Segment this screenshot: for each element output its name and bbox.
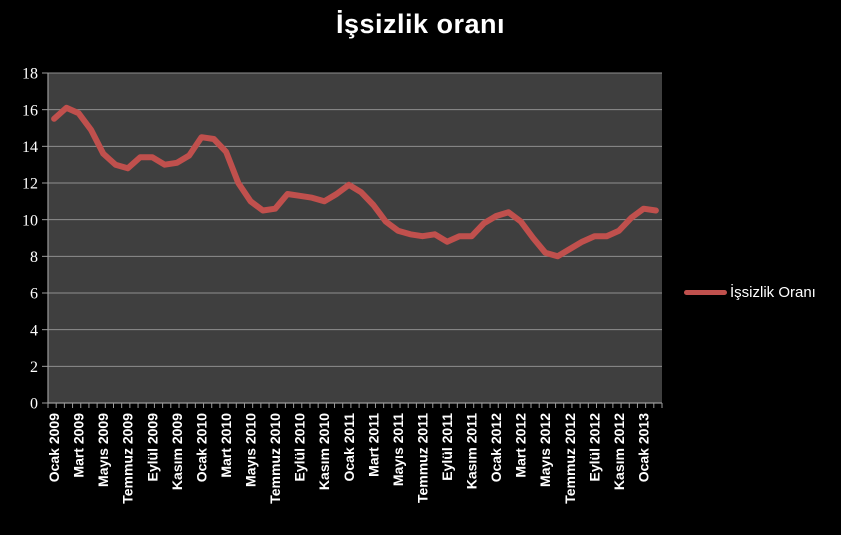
- series-line-issizlik-orani: [51, 104, 659, 260]
- plot-area: [48, 73, 662, 403]
- x-axis-label: Ocak 2013: [635, 413, 651, 482]
- y-axis-label: 4: [30, 322, 38, 339]
- x-axis-label: Mayıs 2009: [95, 413, 111, 487]
- y-axis-label: 10: [22, 212, 38, 229]
- x-axis-label: Temmuz 2010: [267, 413, 283, 504]
- x-axis-label: Mayıs 2012: [537, 413, 553, 487]
- y-axis-label: 12: [22, 176, 38, 193]
- x-axis-label: Mart 2009: [71, 413, 87, 478]
- x-axis-label: Temmuz 2011: [414, 413, 430, 503]
- x-axis-label: Ocak 2012: [488, 413, 504, 482]
- x-axis-label: Mart 2011: [365, 413, 381, 477]
- x-axis-label: Mart 2012: [513, 413, 529, 478]
- x-axis-label: Kasım 2011: [464, 413, 480, 489]
- x-axis-label: Temmuz 2012: [562, 413, 578, 504]
- y-axis-label: 14: [22, 139, 38, 156]
- x-axis-label: Ocak 2011: [341, 413, 357, 482]
- legend-line-swatch: [684, 290, 727, 295]
- x-axis-label: Kasım 2010: [316, 413, 332, 490]
- y-axis-label: 16: [22, 102, 38, 119]
- x-axis-label: Eylül 2012: [586, 413, 602, 482]
- chart-title: İşsizlik oranı: [335, 9, 506, 39]
- x-axis-label: Eylül 2011: [439, 413, 455, 481]
- y-axis-label: 8: [30, 249, 38, 266]
- x-axis-label: Ocak 2009: [46, 413, 62, 482]
- x-axis-label: Temmuz 2009: [120, 413, 136, 504]
- y-axis-label: 2: [30, 359, 38, 376]
- x-axis-label: Eylül 2010: [292, 413, 308, 482]
- x-axis-label: Kasım 2012: [611, 413, 627, 490]
- x-axis-label: Mayıs 2011: [390, 413, 406, 486]
- y-axis-label: 0: [30, 396, 38, 413]
- legend-label: İşsizlik Oranı: [730, 284, 816, 301]
- legend: İşsizlik Oranı: [684, 284, 816, 301]
- x-axis-label: Kasım 2009: [169, 413, 185, 490]
- x-axis-label: Mart 2010: [218, 413, 234, 478]
- x-axis-label: Eylül 2009: [144, 413, 160, 482]
- x-axis-label: Mayıs 2010: [243, 413, 259, 487]
- x-axis-label: Ocak 2010: [193, 413, 209, 482]
- y-axis-label: 18: [22, 66, 38, 83]
- y-axis-label: 6: [30, 286, 38, 303]
